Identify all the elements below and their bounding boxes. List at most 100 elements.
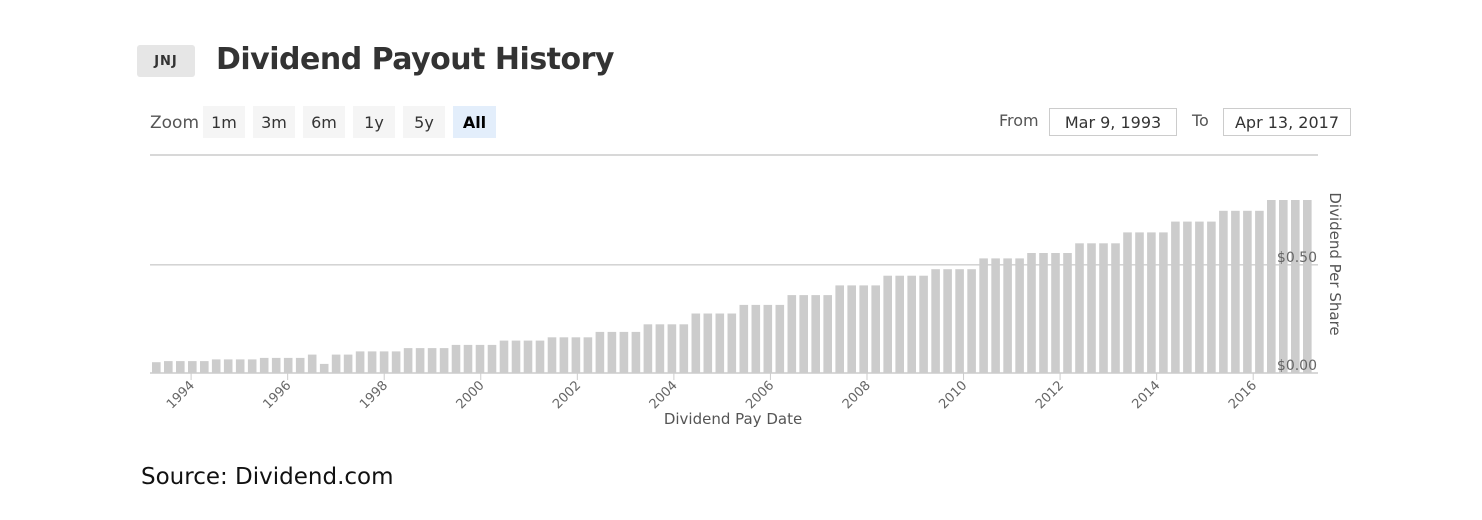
dividend-bar [1171,221,1180,373]
dividend-bar [331,354,341,373]
x-tick-label: 1996 [260,378,294,412]
x-tick-label: 2008 [840,378,874,412]
dividend-bar [1123,232,1132,373]
dividend-bar [835,285,844,373]
page-title: Dividend Payout History [216,42,614,77]
y-tick-label: $0.00 [1277,358,1317,374]
dividend-bar [967,269,976,373]
x-tick-label: 2012 [1033,378,1067,412]
dividend-bar [799,295,808,373]
y-tick-label: $0.50 [1277,250,1317,266]
zoom-1y-button[interactable]: 1y [353,106,395,138]
dividend-bar [991,258,1000,373]
x-tick-label: 2010 [936,378,970,412]
dividend-bar [391,351,401,373]
dividend-bar [847,285,856,373]
dividend-bar [211,359,221,373]
dividend-bar [1075,243,1084,373]
dividend-bar [176,361,185,373]
dividend-bar [1207,221,1216,373]
dividend-bar [559,337,569,373]
zoom-3m-button[interactable]: 3m [253,106,295,138]
dividend-bar [355,351,365,373]
dividend-bar [319,363,329,373]
dividend-bar [691,313,701,373]
dividend-bar [1063,253,1072,373]
dividend-bar [907,275,916,373]
dividend-bar [787,295,797,373]
dividend-bar [1015,258,1024,373]
x-tick-label: 2016 [1226,378,1260,412]
zoom-1m-button[interactable]: 1m [203,106,245,138]
dividend-bar [631,331,641,373]
dividend-bar [1159,232,1168,373]
to-label: To [1192,111,1209,130]
dividend-bar [511,340,521,373]
x-ticks-layer: 1994 1996 1998 2000 2002 2004 2006 2008 2010 2012… [164,373,1260,412]
dividend-bar [1279,200,1288,373]
dividend-bar [667,324,677,373]
dividend-bar [619,331,629,373]
dividend-bar [247,359,257,373]
zoom-all-button[interactable]: All [453,106,496,138]
from-date-input[interactable]: Mar 9, 1993 [1049,108,1177,136]
dividend-bar [475,344,485,373]
dividend-bar [499,340,509,373]
dividend-bar [895,275,904,373]
x-tick-label: 2000 [454,378,488,412]
dividend-bar [343,354,353,373]
dividend-bar [763,304,773,373]
y-ticks-layer: $0.00 $0.50 [1277,250,1317,374]
dividend-bar [727,313,737,373]
dividend-bar [223,359,233,373]
dividend-bar [439,348,449,373]
dividend-bar [235,359,245,373]
dividend-bar [943,269,952,373]
dividend-bar [1003,258,1012,373]
dividend-bar [979,258,988,373]
dividend-bar [487,344,497,373]
dividend-bar [1027,253,1036,373]
dividend-bar [164,361,173,373]
dividend-bar [811,295,820,373]
dividend-bar [188,361,197,373]
dividend-bar [1255,210,1264,373]
zoom-6m-button[interactable]: 6m [303,106,345,138]
dividend-bar [679,324,689,373]
dividend-bar [1195,221,1204,373]
dividend-bar [1039,253,1048,373]
x-tick-label: 2002 [550,378,584,412]
dividend-bar [415,348,425,373]
dividend-bar [1099,243,1108,373]
dividend-bar [655,324,665,373]
dividend-bar [1267,200,1276,373]
dividend-bar [823,295,832,373]
dividend-bar [403,348,413,373]
dividend-bar [427,348,437,373]
dividend-bar [1183,221,1192,373]
dividend-bar [1087,243,1096,373]
dividend-bar [1303,200,1312,373]
dividend-bar [643,324,653,373]
dividend-bar [751,304,761,373]
dividend-bar [367,351,377,373]
zoom-5y-button[interactable]: 5y [403,106,445,138]
dividend-bar [607,331,617,373]
dividend-bar [583,337,593,373]
dividend-bar [715,313,725,373]
source-note: Source: Dividend.com [141,464,394,490]
dividend-bar [595,331,605,373]
dividend-bar [295,357,305,373]
dividend-bar [955,269,964,373]
dividend-bar [703,313,713,373]
dividend-bar [463,344,473,373]
dividend-bar [919,275,928,373]
dividend-bar [571,337,581,373]
to-date-input[interactable]: Apr 13, 2017 [1223,108,1351,136]
x-tick-label: 2014 [1129,378,1163,412]
ticker-badge: JNJ [137,45,195,77]
dividend-bar [200,361,209,373]
dividend-bar [1135,232,1144,373]
x-tick-label: 1994 [164,378,198,412]
